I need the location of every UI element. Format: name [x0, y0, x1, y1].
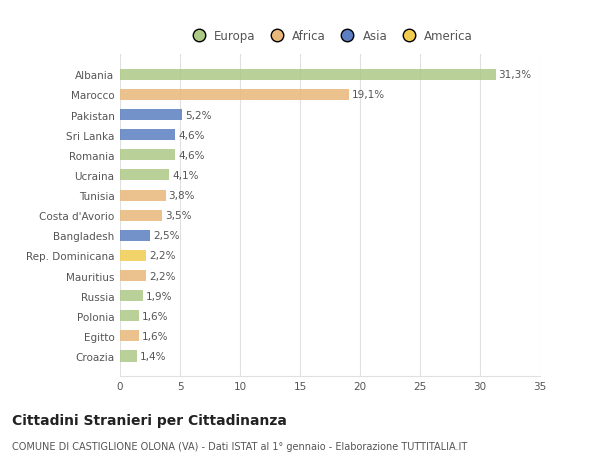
Text: 1,9%: 1,9%: [146, 291, 172, 301]
Text: 3,5%: 3,5%: [165, 211, 191, 221]
Bar: [120, 250, 146, 262]
Text: 2,5%: 2,5%: [153, 231, 179, 241]
Bar: [120, 190, 166, 201]
Bar: [120, 291, 143, 302]
Bar: [120, 351, 137, 362]
Text: 2,2%: 2,2%: [149, 251, 176, 261]
Text: 19,1%: 19,1%: [352, 90, 385, 100]
Bar: [120, 110, 182, 121]
Text: 4,6%: 4,6%: [178, 130, 205, 140]
Text: 31,3%: 31,3%: [499, 70, 532, 80]
Bar: [120, 90, 349, 101]
Bar: [120, 230, 150, 241]
Bar: [120, 270, 146, 281]
Bar: [120, 210, 162, 221]
Legend: Europa, Africa, Asia, America: Europa, Africa, Asia, America: [182, 26, 478, 48]
Bar: [120, 311, 139, 322]
Text: 2,2%: 2,2%: [149, 271, 176, 281]
Text: Cittadini Stranieri per Cittadinanza: Cittadini Stranieri per Cittadinanza: [12, 413, 287, 427]
Text: COMUNE DI CASTIGLIONE OLONA (VA) - Dati ISTAT al 1° gennaio - Elaborazione TUTTI: COMUNE DI CASTIGLIONE OLONA (VA) - Dati …: [12, 441, 467, 451]
Text: 1,6%: 1,6%: [142, 331, 169, 341]
Bar: [120, 150, 175, 161]
Text: 5,2%: 5,2%: [185, 110, 212, 120]
Text: 1,4%: 1,4%: [140, 351, 166, 361]
Bar: [120, 170, 169, 181]
Text: 1,6%: 1,6%: [142, 311, 169, 321]
Text: 4,6%: 4,6%: [178, 151, 205, 161]
Text: 3,8%: 3,8%: [169, 190, 195, 201]
Text: 4,1%: 4,1%: [172, 171, 199, 180]
Bar: [120, 130, 175, 141]
Bar: [120, 70, 496, 81]
Bar: [120, 330, 139, 341]
